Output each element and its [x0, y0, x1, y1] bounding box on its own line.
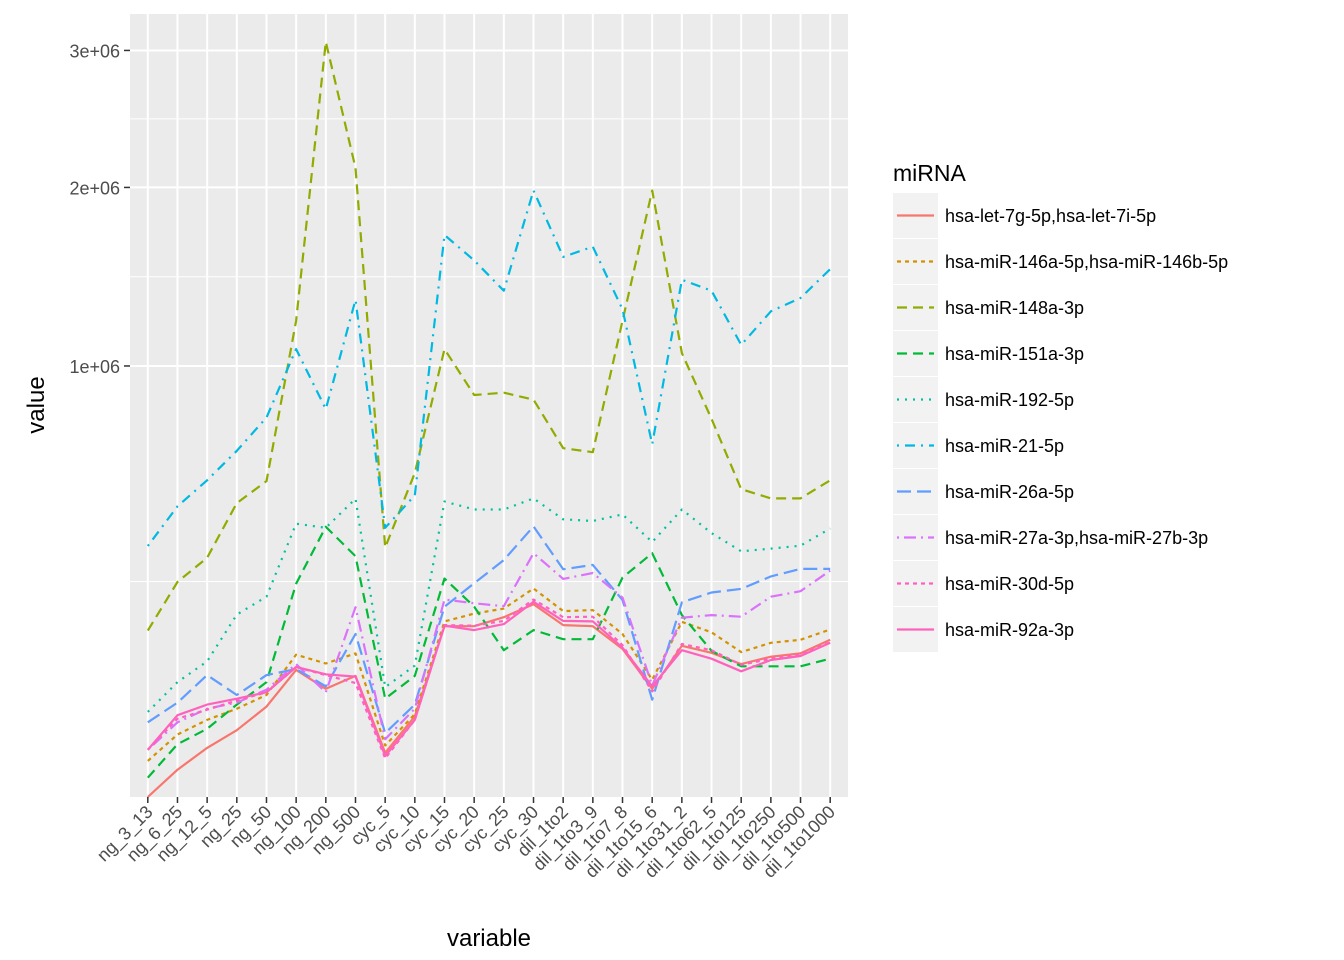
series-line [146, 189, 831, 547]
y-tick-label: 2e+06 [69, 178, 120, 198]
series-line [146, 40, 831, 632]
legend-label: hsa-miR-148a-3p [945, 298, 1084, 318]
series-line [146, 525, 831, 779]
legend-label: hsa-miR-21-5p [945, 436, 1064, 456]
legend-label: hsa-miR-192-5p [945, 390, 1074, 410]
legend-title: miRNA [893, 160, 966, 186]
series-line [147, 603, 831, 798]
series-line [147, 525, 831, 735]
series-line [147, 552, 831, 751]
legend-label: hsa-miR-30d-5p [945, 574, 1074, 594]
series-line [147, 587, 831, 762]
legend-label: hsa-miR-27a-3p,hsa-miR-27b-3p [945, 528, 1208, 548]
minor-gridlines [130, 118, 848, 582]
series-lines [146, 40, 831, 798]
legend-label: hsa-miR-151a-3p [945, 344, 1084, 364]
legend-label: hsa-miR-146a-5p,hsa-miR-146b-5p [945, 252, 1228, 272]
x-axis: ng_3_13ng_6_25ng_12_5ng_25ng_50ng_100ng_… [93, 797, 840, 882]
series-line [146, 600, 831, 758]
legend-label: hsa-miR-92a-3p [945, 620, 1074, 640]
y-tick-label: 1e+06 [69, 357, 120, 377]
y-axis-label: value [23, 376, 50, 433]
legend-key [893, 377, 938, 422]
major-gridlines [130, 14, 848, 797]
y-tick-label: 3e+06 [69, 41, 120, 61]
legend-label: hsa-let-7g-5p,hsa-let-7i-5p [945, 206, 1156, 226]
y-axis: 1e+06 2e+06 3e+06 [69, 41, 130, 377]
legend-label: hsa-miR-26a-5p [945, 482, 1074, 502]
legend: miRNA hsa-let-7g-5p,hsa-let-7i-5p hsa-miR… [893, 160, 1228, 652]
x-axis-label: variable [447, 925, 531, 952]
